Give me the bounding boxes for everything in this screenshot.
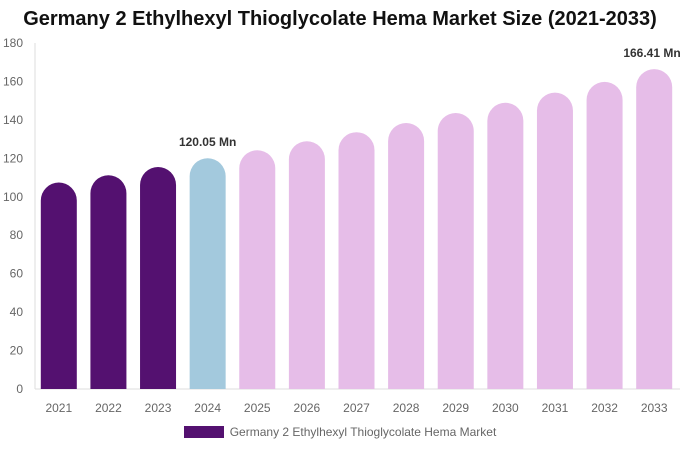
- bar-2032: [586, 81, 623, 390]
- bar-2027: [338, 132, 375, 390]
- bar-2033: [636, 69, 673, 390]
- y-tick-label: 80: [10, 228, 24, 242]
- y-tick-label: 160: [3, 74, 23, 88]
- data-label: 166.41 Mn: [623, 46, 680, 60]
- x-tick-label: 2032: [591, 401, 618, 415]
- bar-2022: [90, 175, 127, 389]
- y-tick-label: 180: [3, 36, 23, 50]
- legend-label: Germany 2 Ethylhexyl Thioglycolate Hema …: [229, 425, 497, 439]
- x-tick-label: 2023: [145, 401, 172, 415]
- bar-2028: [388, 122, 425, 390]
- y-tick-label: 40: [10, 305, 24, 319]
- x-tick-label: 2028: [393, 401, 420, 415]
- data-label: 120.05 Mn: [179, 135, 236, 149]
- bar-2021: [40, 182, 77, 389]
- bar-2029: [437, 112, 474, 390]
- x-tick-label: 2026: [294, 401, 321, 415]
- x-tick-label: 2031: [542, 401, 569, 415]
- chart-title: Germany 2 Ethylhexyl Thioglycolate Hema …: [23, 8, 657, 30]
- y-tick-label: 60: [10, 267, 24, 281]
- y-tick-label: 20: [10, 344, 24, 358]
- y-tick-label: 100: [3, 190, 23, 204]
- y-tick-label: 0: [16, 382, 23, 396]
- bar-2026: [288, 141, 325, 389]
- bar-2025: [239, 150, 276, 389]
- x-tick-label: 2033: [641, 401, 668, 415]
- x-tick-label: 2029: [442, 401, 469, 415]
- x-tick-label: 2027: [343, 401, 370, 415]
- x-tick-label: 2021: [45, 401, 72, 415]
- y-tick-label: 120: [3, 151, 23, 165]
- legend-swatch: [183, 426, 224, 438]
- bar-2024: [189, 158, 226, 389]
- legend: Germany 2 Ethylhexyl Thioglycolate Hema …: [0, 425, 680, 439]
- x-tick-label: 2025: [244, 401, 271, 415]
- x-tick-label: 2030: [492, 401, 519, 415]
- bar-2031: [536, 92, 573, 390]
- x-tick-label: 2024: [194, 401, 221, 415]
- bar-2030: [487, 102, 524, 389]
- y-tick-label: 140: [3, 113, 23, 127]
- bar-2023: [140, 166, 177, 389]
- x-tick-label: 2022: [95, 401, 122, 415]
